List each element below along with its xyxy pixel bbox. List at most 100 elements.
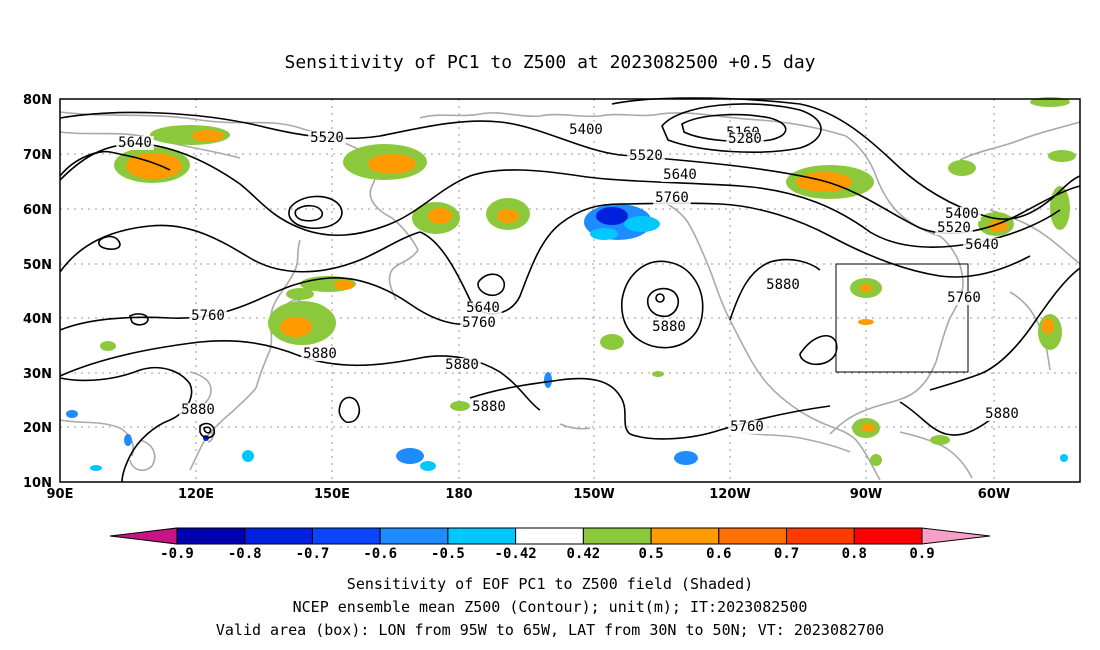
map-title: Sensitivity of PC1 to Z500 at 2023082500… bbox=[284, 52, 815, 73]
contour-label-bg bbox=[653, 191, 691, 205]
contour-label-bg bbox=[464, 301, 502, 315]
contour-label: 5280 bbox=[728, 131, 762, 147]
contour-label-bg bbox=[460, 316, 498, 330]
lat-label: 70N bbox=[23, 148, 52, 163]
contour-label-bg bbox=[650, 320, 688, 334]
colorbar-swatch bbox=[582, 527, 652, 545]
lon-label: 150W bbox=[573, 487, 614, 502]
contour-label-bg bbox=[189, 309, 227, 323]
contour-label: 5880 bbox=[445, 357, 479, 373]
contour-label-bg bbox=[116, 136, 154, 150]
contour-label: 5880 bbox=[985, 406, 1019, 422]
colorbar-label: -0.5 bbox=[431, 546, 465, 562]
longitude-labels: 90E 120E 150E 180 150W 120W 90W 60W bbox=[47, 487, 1011, 502]
colorbar-label: -0.7 bbox=[296, 546, 330, 562]
map-panel bbox=[59, 97, 1081, 483]
contour-label-bg bbox=[764, 278, 802, 292]
contour-label: 5880 bbox=[472, 399, 506, 415]
contour-label: 5760 bbox=[191, 308, 225, 324]
caption-line-3: Valid area (box): LON from 95W to 65W, L… bbox=[216, 621, 884, 639]
lon-label: 120E bbox=[178, 487, 214, 502]
contour-label: 5640 bbox=[118, 135, 152, 151]
contour-label-bg bbox=[308, 131, 346, 145]
caption-line-1: Sensitivity of EOF PC1 to Z500 field (Sh… bbox=[347, 575, 753, 593]
contour-label: 5640 bbox=[965, 237, 999, 253]
latitude-labels: 80N 70N 60N 50N 40N 30N 20N 10N bbox=[23, 93, 52, 491]
colorbar-max-triangle bbox=[921, 527, 991, 545]
contour-label: 5640 bbox=[663, 167, 697, 183]
colorbar-label: 0.6 bbox=[706, 546, 731, 562]
contour-label-bg bbox=[443, 358, 481, 372]
colorbar-swatch bbox=[311, 527, 381, 545]
colorbar-swatch bbox=[447, 527, 517, 545]
contour-label-bg bbox=[983, 407, 1021, 421]
contour-label-bg bbox=[963, 238, 1001, 252]
lon-label: 150E bbox=[314, 487, 350, 502]
contour-labels: 5640552054005160528055205640576054005520… bbox=[116, 122, 1021, 435]
colorbar-swatch bbox=[379, 527, 449, 545]
contour-label: 5520 bbox=[937, 220, 971, 236]
lat-label: 20N bbox=[23, 421, 52, 436]
contour-label: 5760 bbox=[730, 419, 764, 435]
contour-label-bg bbox=[627, 149, 665, 163]
z500-contours bbox=[59, 97, 1081, 483]
colorbar-label: 0.7 bbox=[774, 546, 799, 562]
colorbar-swatch bbox=[853, 527, 923, 545]
colorbar-label: -0.6 bbox=[363, 546, 397, 562]
negative-sensitivity bbox=[66, 204, 1068, 471]
lon-label: 180 bbox=[445, 487, 472, 502]
contour-label-bg bbox=[935, 221, 973, 235]
gridlines bbox=[60, 99, 1080, 482]
colorbar-label: -0.9 bbox=[160, 546, 194, 562]
contour-label: 5880 bbox=[652, 319, 686, 335]
contour-label: 5760 bbox=[462, 315, 496, 331]
contour-label: 5760 bbox=[947, 290, 981, 306]
colorbar-swatch bbox=[515, 527, 584, 545]
contour-label-bg bbox=[470, 400, 508, 414]
contour-label: 5880 bbox=[181, 402, 215, 418]
lat-label: 10N bbox=[23, 476, 52, 491]
contour-label-bg bbox=[726, 132, 764, 146]
colorbar-label: -0.8 bbox=[228, 546, 262, 562]
colorbar-min-triangle bbox=[109, 527, 178, 545]
colorbar: -0.9 -0.8 -0.7 -0.6 -0.5 -0.42 0.42 0.5 0.6 0.7 0.… bbox=[109, 527, 991, 562]
map-border bbox=[59, 98, 1081, 483]
contour-label-bg bbox=[567, 123, 605, 137]
contour-label: 5520 bbox=[629, 148, 663, 164]
colorbar-label: 0.42 bbox=[567, 546, 601, 562]
colorbar-swatch bbox=[176, 527, 246, 545]
lon-label: 90E bbox=[47, 487, 74, 502]
contour-label-bg bbox=[945, 291, 983, 305]
contour-label-bg bbox=[728, 420, 766, 434]
contour-label-bg bbox=[179, 403, 217, 417]
lon-label: 60W bbox=[978, 487, 1010, 502]
contour-label: 5640 bbox=[466, 300, 500, 316]
colorbar-label: 0.8 bbox=[842, 546, 867, 562]
lon-label: 120W bbox=[709, 487, 750, 502]
contour-label: 5880 bbox=[766, 277, 800, 293]
contour-label: 5400 bbox=[569, 122, 603, 138]
colorbar-swatch bbox=[786, 527, 855, 545]
lat-label: 80N bbox=[23, 93, 52, 108]
colorbar-swatch bbox=[718, 527, 788, 545]
lat-label: 60N bbox=[23, 203, 52, 218]
contour-label: 5520 bbox=[310, 130, 344, 146]
contour-label-bg bbox=[661, 168, 699, 182]
contour-label-bg bbox=[943, 207, 981, 221]
valid-area-box bbox=[835, 263, 969, 373]
contour-label: 5760 bbox=[655, 190, 689, 206]
caption-line-2: NCEP ensemble mean Z500 (Contour); unit(… bbox=[293, 598, 808, 616]
colorbar-swatch bbox=[244, 527, 313, 545]
contour-label: 5400 bbox=[945, 206, 979, 222]
lon-label: 90W bbox=[850, 487, 882, 502]
colorbar-label: 0.9 bbox=[909, 546, 934, 562]
colorbar-swatch bbox=[650, 527, 720, 545]
colorbar-label: 0.5 bbox=[638, 546, 663, 562]
contour-label-bg bbox=[301, 347, 339, 361]
contour-label: 5880 bbox=[303, 346, 337, 362]
lat-label: 40N bbox=[23, 312, 52, 327]
colorbar-label: -0.42 bbox=[495, 546, 537, 562]
lat-label: 50N bbox=[23, 258, 52, 273]
lat-label: 30N bbox=[23, 367, 52, 382]
